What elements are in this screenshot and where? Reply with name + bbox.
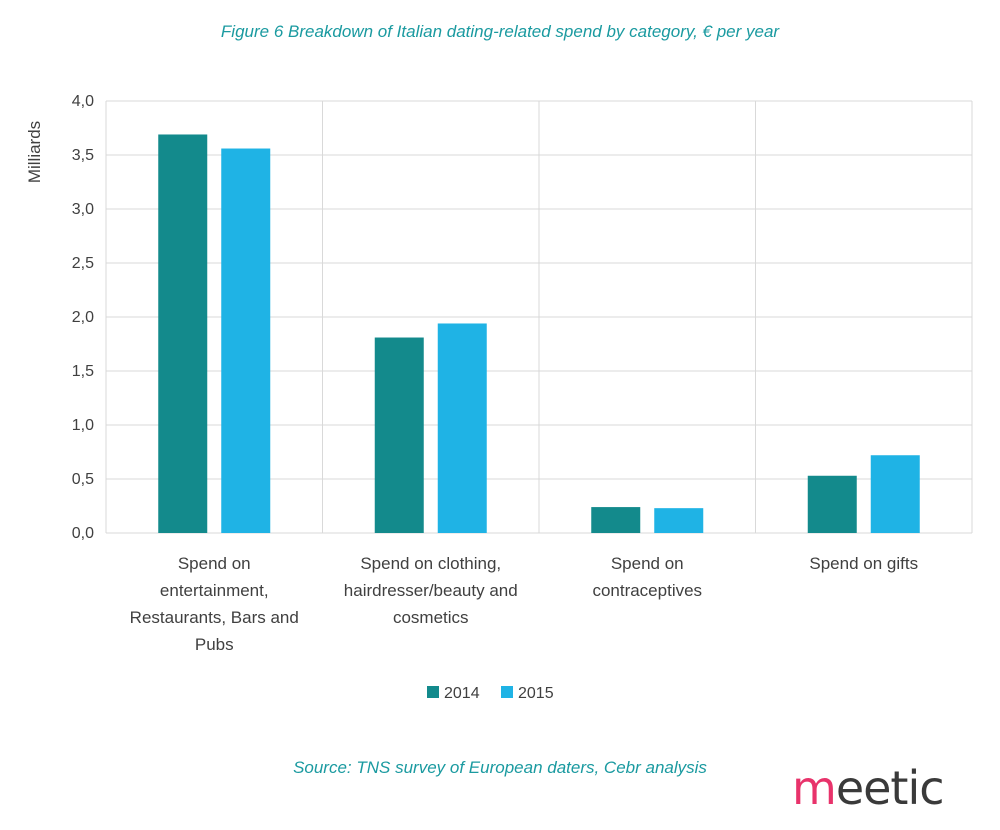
y-tick-label: 2,0 [72,309,94,326]
y-axis-label: Milliards [25,121,44,183]
y-tick-label: 0,5 [72,471,94,488]
y-tick-label: 3,0 [72,201,94,218]
meetic-logo: meetic [792,760,962,816]
bar-chart: 0,0 0,5 1,0 1,5 2,0 2,5 3,0 3,5 4,0 Spend on ente… [25,93,973,702]
y-tick-label: 2,5 [72,255,94,272]
category-label: Spend on clothing, hairdresser/beauty and… [344,554,518,627]
category-label: Spend on gifts [809,554,918,573]
bar-2015-3 [870,455,920,533]
legend-label-2014: 2014 [444,685,480,702]
source-note: Source: TNS survey of European daters, C… [293,758,707,777]
logo-rest: eetic [835,761,945,815]
bar-2014-1 [374,337,424,533]
bar-2014-0 [158,134,208,534]
category-label: Spend on contraceptives [592,554,702,600]
legend-label-2015: 2015 [518,685,554,702]
bar-2015-1 [437,323,487,533]
y-tick-label: 1,5 [72,363,94,380]
legend-swatch-2015 [501,686,513,698]
y-tick-label: 1,0 [72,417,94,434]
bar-2015-0 [221,148,271,533]
y-tick-label: 4,0 [72,93,94,110]
bar-2015-2 [654,508,704,533]
figure-title: Figure 6 Breakdown of Italian dating-rel… [220,22,780,41]
y-tick-label: 3,5 [72,147,94,164]
logo-m: m [792,761,837,815]
y-tick-label: 0,0 [72,525,94,542]
legend-swatch-2014 [427,686,439,698]
category-label: Spend on entertainment, Restaurants, Bars … [130,554,299,654]
bar-2014-2 [591,507,641,533]
bar-2014-3 [807,475,857,533]
